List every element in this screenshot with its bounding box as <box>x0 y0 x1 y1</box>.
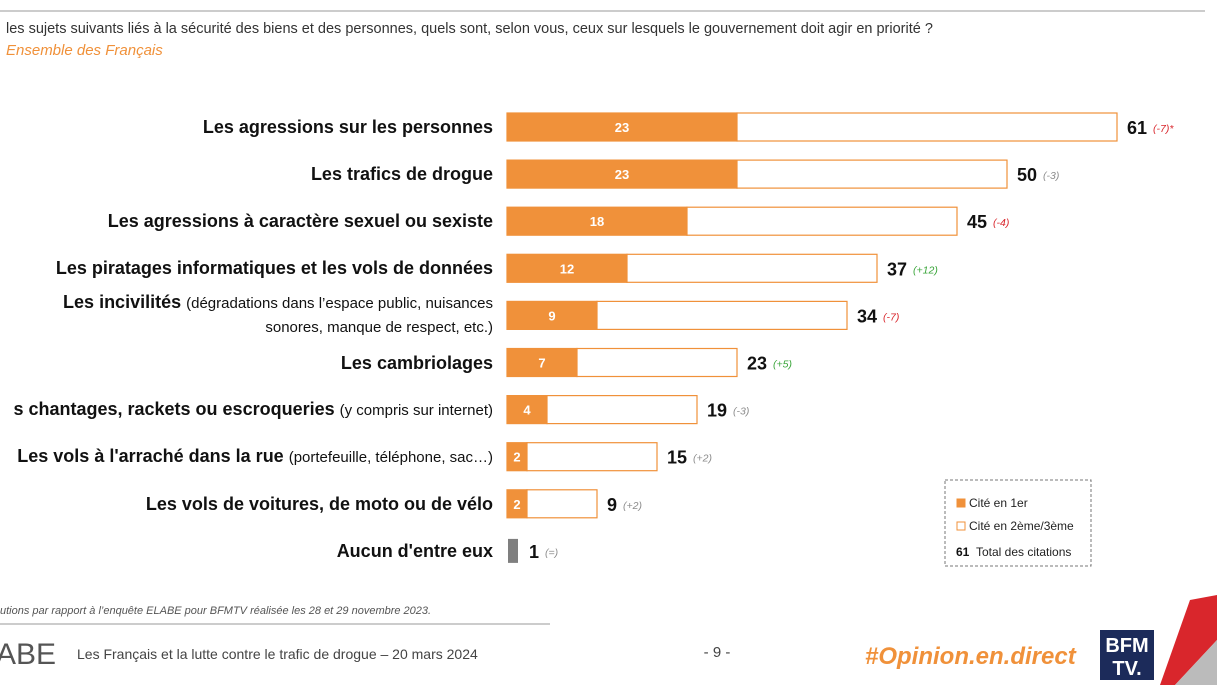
category-name: Aucun d'entre eux <box>336 540 493 561</box>
change-label: (-7)* <box>1153 123 1174 135</box>
change-label: (-3) <box>733 406 749 418</box>
hashtag: #Opinion.en.direct <box>865 643 1077 670</box>
category-name: Les cambriolages <box>340 352 493 373</box>
footnote: utions par rapport à l’enquête ELABE pou… <box>0 605 431 617</box>
value-label: 4 <box>523 403 531 418</box>
bar-segment <box>596 300 848 330</box>
label-line: Les vols de voitures, de moto ou de vélo <box>146 493 493 515</box>
label-line: Les agressions à caractère sexuel ou sex… <box>108 210 493 232</box>
change-label: (+12) <box>913 264 938 276</box>
brand-logo <box>1100 630 1154 680</box>
change-label: (-4) <box>993 217 1009 229</box>
corner-shape <box>1160 595 1217 685</box>
category-name: Les agressions à caractère sexuel ou sex… <box>107 211 493 232</box>
category-label: Les piratages informatiques et les vols … <box>56 257 493 279</box>
category-name: s chantages, rackets ou escroqueries <box>13 398 335 419</box>
label-line: Les piratages informatiques et les vols … <box>56 257 493 279</box>
value-label: 2 <box>513 497 520 512</box>
category-label: Les cambriolages <box>341 352 493 374</box>
bar-segment <box>546 395 698 425</box>
title: les sujets suivants liés à la sécurité d… <box>6 21 933 37</box>
change-label: (=) <box>545 547 558 559</box>
category-detail: (portefeuille, téléphone, sac…) <box>288 448 493 466</box>
bar-segment <box>686 206 958 236</box>
category-label: Les agressions sur les personnes <box>203 116 493 138</box>
label-line: Les cambriolages <box>341 352 493 374</box>
logo: ABE <box>0 638 56 671</box>
bar-segment <box>736 159 1008 189</box>
value-label: 23 <box>615 120 629 135</box>
none-bar <box>508 538 518 563</box>
total-label: 9 <box>607 495 617 515</box>
total-label: 61 <box>1127 118 1147 138</box>
bar-segment <box>576 347 738 378</box>
category-name: Les incivilités <box>63 292 182 313</box>
category-name: Les vols de voitures, de moto ou de vélo <box>145 493 493 514</box>
total-label: 19 <box>707 401 727 421</box>
category-label: s chantages, rackets ou escroqueries (y … <box>13 398 493 422</box>
page-number: - 9 - <box>704 644 731 661</box>
category-label: Les trafics de drogue <box>311 163 493 185</box>
label-line: s chantages, rackets ou escroqueries (y … <box>13 398 493 422</box>
total-label: 50 <box>1017 165 1037 185</box>
bar-segment <box>526 442 658 472</box>
category-label: Aucun d'entre eux <box>337 540 493 562</box>
category-name: Les trafics de drogue <box>310 164 493 185</box>
legend-swatch <box>956 521 966 531</box>
category-detail: sonores, manque de respect, etc.) <box>265 319 493 337</box>
bar-segment <box>506 300 598 330</box>
bar-segment <box>526 489 598 519</box>
label-line: sonores, manque de respect, etc.) <box>63 315 493 339</box>
label-line: Les agressions sur les personnes <box>203 116 493 138</box>
change-label: (-7) <box>883 311 899 323</box>
total-label: 1 <box>529 542 539 562</box>
bar-segment <box>506 112 738 142</box>
value-label: 2 <box>513 450 520 465</box>
legend-box <box>944 479 1092 567</box>
total-label: 23 <box>747 354 767 374</box>
category-label: Les vols de voitures, de moto ou de vélo <box>146 493 493 515</box>
total-label: 34 <box>857 306 877 326</box>
value-label: 12 <box>560 261 574 276</box>
legend-label: Cité en 2ème/3ème <box>969 519 1074 533</box>
brand-top: BFM <box>1105 635 1148 657</box>
value-label: 23 <box>615 167 629 182</box>
label-line: Les vols à l'arraché dans la rue (portef… <box>17 445 493 469</box>
legend-total-label: Total des citations <box>976 545 1071 559</box>
category-name: Les vols à l'arraché dans la rue <box>17 445 284 466</box>
change-label: (+2) <box>623 500 642 512</box>
change-label: (+5) <box>773 359 792 371</box>
legend-total-sample: 61 <box>956 545 970 559</box>
bar-segment <box>736 112 1118 142</box>
bar-segment <box>626 253 878 283</box>
value-label: 9 <box>548 308 555 323</box>
bar-segment <box>506 206 688 236</box>
label-line: Les trafics de drogue <box>311 163 493 185</box>
label-line: Aucun d'entre eux <box>337 540 493 562</box>
footer-text: Les Français et la lutte contre le trafi… <box>77 646 478 662</box>
category-name: Les piratages informatiques et les vols … <box>55 258 493 279</box>
category-name: Les agressions sur les personnes <box>202 117 493 137</box>
brand-bottom: TV. <box>1112 658 1141 680</box>
corner-shape <box>1175 640 1217 685</box>
legend-label: Cité en 1er <box>969 496 1028 510</box>
total-label: 37 <box>887 259 907 279</box>
total-label: 45 <box>967 212 987 232</box>
subtitle: Ensemble des Français <box>6 42 163 59</box>
category-label: Les agressions à caractère sexuel ou sex… <box>108 210 493 232</box>
category-label: Les incivilités (dégradations dans l’esp… <box>63 291 493 339</box>
label-line: Les incivilités (dégradations dans l’esp… <box>63 291 493 315</box>
category-detail: (y compris sur internet) <box>339 401 493 419</box>
legend-swatch <box>956 498 966 508</box>
total-label: 15 <box>667 448 687 468</box>
bar-segment <box>506 159 738 189</box>
change-label: (+2) <box>693 453 712 465</box>
category-label: Les vols à l'arraché dans la rue (portef… <box>17 445 493 469</box>
value-label: 18 <box>590 214 604 229</box>
change-label: (-3) <box>1043 170 1059 182</box>
value-label: 7 <box>538 356 545 371</box>
category-detail: (dégradations dans l’espace public, nuis… <box>186 295 493 313</box>
